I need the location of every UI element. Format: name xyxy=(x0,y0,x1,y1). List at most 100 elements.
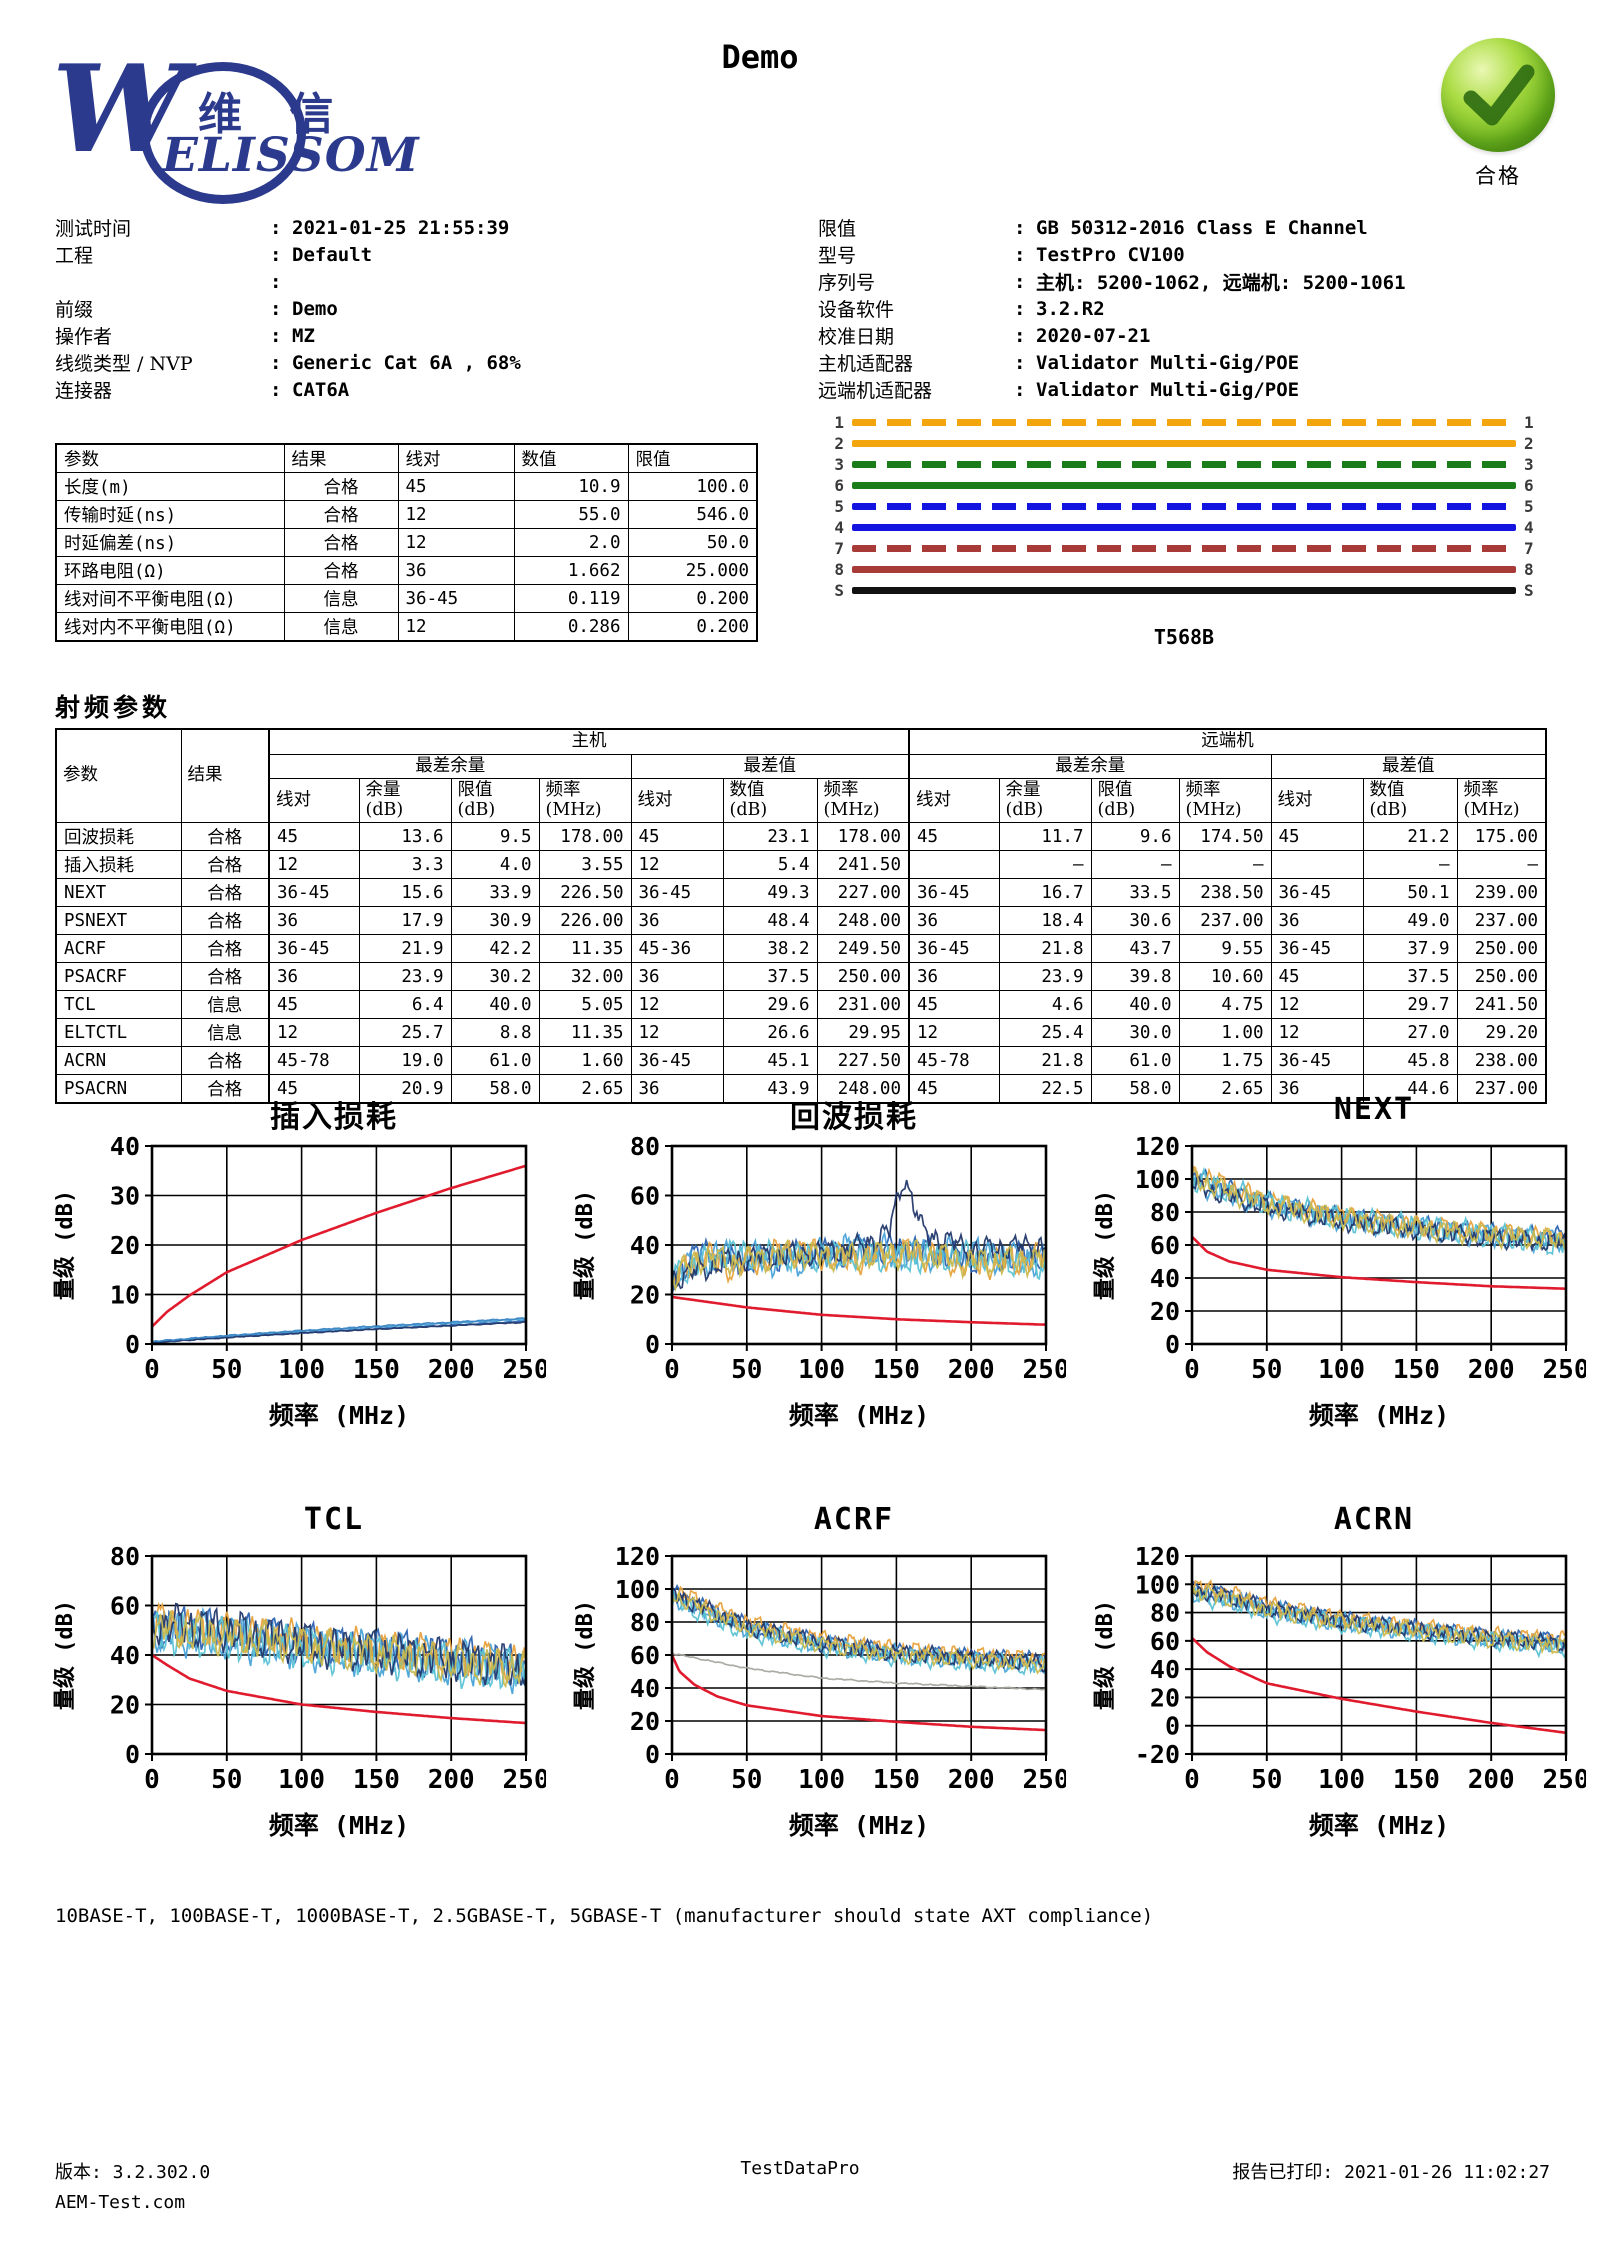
rf-cell: 49.0 xyxy=(1362,906,1458,936)
info-label: 设备软件 xyxy=(818,299,895,321)
info-label: 操作者 xyxy=(55,326,113,348)
svg-text:10: 10 xyxy=(110,1281,140,1310)
svg-text:150: 150 xyxy=(1393,1355,1440,1385)
rf-cell: 227.50 xyxy=(816,1046,910,1076)
info-colon xyxy=(270,217,292,239)
chart-tcl: TCL 0 50 100 150 200 250 0 20 40 60 80 频率 (MHz) 量级 (… xyxy=(46,1502,546,1852)
rf-cell: 36 xyxy=(1270,906,1364,936)
summary-table: 参数 结果 线对 数值 限值 长度(m) 合格 45 10.9 100.0 传输时延(ns… xyxy=(55,443,758,642)
rf-cell: 11.35 xyxy=(538,1018,632,1048)
summary-cell: 合格 xyxy=(283,500,399,529)
rf-cell: 226.00 xyxy=(538,906,632,936)
svg-text:0: 0 xyxy=(1165,1330,1180,1359)
rf-cell: 4.0 xyxy=(450,850,540,880)
info-value: GB 50312-2016 Class E Channel xyxy=(1036,216,1368,239)
chart-plot: 0 50 100 150 200 250 0 20 40 60 80 频率 (MHz) 量级 (dB) xyxy=(572,1132,1066,1430)
y-axis-label: 量级 (dB) xyxy=(1092,1190,1118,1300)
rf-cell: 21.2 xyxy=(1362,822,1458,852)
svg-text:60: 60 xyxy=(110,1592,140,1621)
rf-cell: 16.7 xyxy=(998,878,1092,908)
rf-cell: 238.50 xyxy=(1178,878,1272,908)
rf-cell: 241.50 xyxy=(1456,990,1547,1020)
table-row: 传输时延(ns) 合格 12 55.0 546.0 xyxy=(55,500,758,529)
wiremap-pin-left: 2 xyxy=(834,434,844,453)
table-row: 插入损耗 合格 12 3.3 4.0 3.55 12 5.4 241.50– – – – – xyxy=(55,850,1547,880)
summary-cell: 36 xyxy=(397,556,515,585)
rf-cell: 45.8 xyxy=(1362,1046,1458,1076)
rf-header-param: 参数 xyxy=(55,728,182,824)
rf-cell: 61.0 xyxy=(450,1046,540,1076)
svg-text:50: 50 xyxy=(731,1355,762,1385)
table-row: 线对间不平衡电阻(Ω) 信息 36-45 0.119 0.200 xyxy=(55,584,758,613)
svg-text:40: 40 xyxy=(110,1641,140,1670)
rf-cell: 37.5 xyxy=(722,962,818,992)
info-label: 线缆类型 / NVP xyxy=(55,353,193,375)
info-row xyxy=(55,268,775,295)
info-label: 序列号 xyxy=(818,272,876,294)
rf-cell: 10.60 xyxy=(1178,962,1272,992)
svg-text:100: 100 xyxy=(278,1355,325,1385)
rf-cell: 237.00 xyxy=(1456,906,1547,936)
summary-cell: 合格 xyxy=(283,472,399,501)
summary-cell: 25.000 xyxy=(627,556,758,585)
svg-text:80: 80 xyxy=(1150,1599,1180,1628)
rf-cell: 17.9 xyxy=(358,906,452,936)
svg-text:50: 50 xyxy=(211,1355,242,1385)
rf-cell: 30.0 xyxy=(1090,1018,1180,1048)
svg-text:200: 200 xyxy=(948,1765,995,1795)
rf-cell: 45 xyxy=(908,822,1000,852)
chart-title: 回波损耗 xyxy=(790,1100,918,1135)
wiremap-pin-left: 6 xyxy=(834,476,844,495)
table-row: NEXT 合格 36-45 15.6 33.9 226.50 36-45 49.3 227.00… xyxy=(55,878,1547,908)
rf-section-title: 射频参数 xyxy=(55,693,172,722)
rf-cell: 45 xyxy=(268,822,360,852)
rf-cell: 45 xyxy=(268,1074,360,1104)
trace-line xyxy=(152,1321,526,1344)
limit-line xyxy=(152,1164,526,1328)
rf-cell: 3.55 xyxy=(538,850,632,880)
chart-title: ACRN xyxy=(1333,1502,1415,1537)
chart-title: TCL xyxy=(303,1502,365,1537)
info-label: 连接器 xyxy=(55,380,113,402)
rf-cell: 合格 xyxy=(180,878,270,908)
rf-cell: 248.00 xyxy=(816,1074,910,1104)
rf-cell: PSACRF xyxy=(55,962,182,992)
svg-text:150: 150 xyxy=(1393,1765,1440,1795)
rf-cell: 12 xyxy=(268,1018,360,1048)
rf-cell: 21.8 xyxy=(998,934,1092,964)
svg-text:0: 0 xyxy=(1184,1355,1200,1385)
chart-title: ACRF xyxy=(813,1502,895,1537)
rf-cell: 45 xyxy=(908,990,1000,1020)
info-colon xyxy=(270,244,292,266)
info-colon xyxy=(270,271,292,293)
pass-badge-label: 合格 xyxy=(1475,164,1521,188)
rf-cell: 241.50 xyxy=(816,850,910,880)
wiremap-pin-right: 5 xyxy=(1524,497,1534,516)
wire-line xyxy=(852,587,1516,594)
trace-line xyxy=(1192,1583,1566,1655)
rf-cell: 26.6 xyxy=(722,1018,818,1048)
chart-insertion-loss: 插入损耗 0 50 100 150 200 250 0 10 20 30 40 频率 (MHz) 量级 … xyxy=(46,1092,546,1442)
trace-line xyxy=(672,1238,1046,1292)
svg-text:120: 120 xyxy=(615,1542,660,1571)
info-row: 操作者 MZ xyxy=(55,322,775,349)
wiremap-pin-left: 5 xyxy=(834,497,844,516)
rf-header-freq-mhz: 频率 (MHz) xyxy=(538,778,632,824)
rf-cell: 合格 xyxy=(180,850,270,880)
rf-header-result: 结果 xyxy=(180,728,270,824)
rf-cell: 178.00 xyxy=(816,822,910,852)
svg-text:250: 250 xyxy=(1543,1765,1586,1795)
rf-cell: 36-45 xyxy=(630,1046,724,1076)
rf-cell: 2.65 xyxy=(1178,1074,1272,1104)
info-label: 主机适配器 xyxy=(818,353,914,375)
rf-cell: 22.5 xyxy=(998,1074,1092,1104)
info-label: 工程 xyxy=(55,245,94,267)
rf-cell: – xyxy=(1178,850,1272,880)
rf-cell: 5.05 xyxy=(538,990,632,1020)
